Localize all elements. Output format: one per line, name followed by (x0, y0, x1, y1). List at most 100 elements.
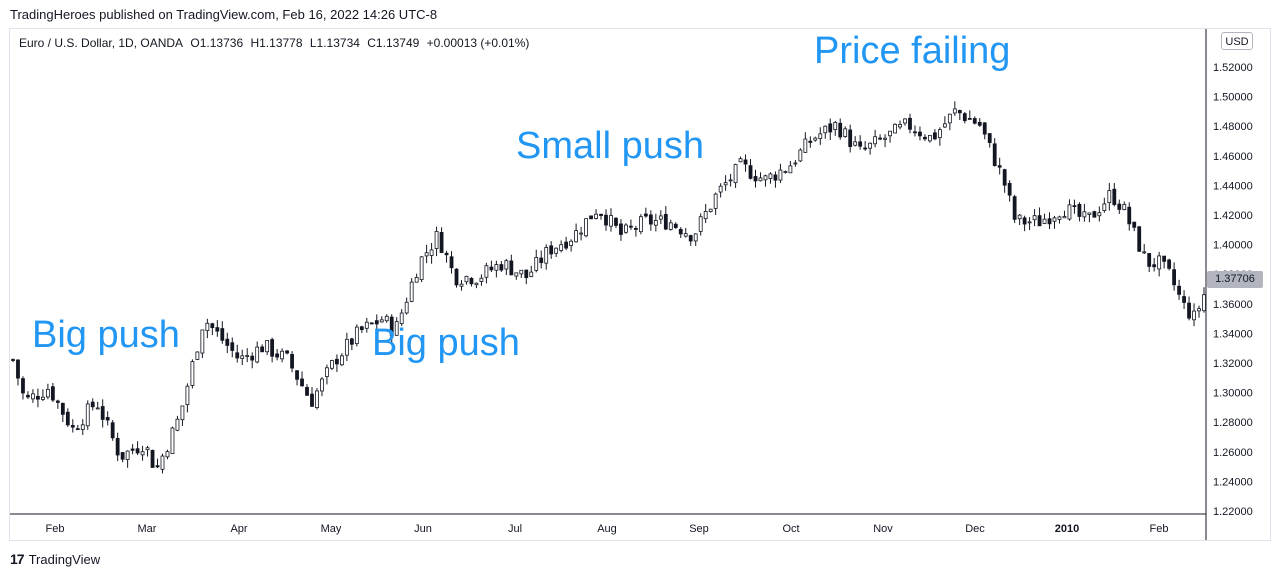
candle-body (638, 216, 643, 233)
price-change: +0.00013 (+0.01%) (426, 36, 530, 50)
candle-body (444, 252, 449, 256)
candle-body (982, 122, 987, 135)
candle-body (539, 257, 544, 264)
candle-body (972, 118, 977, 124)
candle-body (105, 417, 110, 421)
candle-body (913, 131, 917, 134)
candle-body (893, 123, 897, 134)
candle-body (100, 406, 105, 420)
time-tick-label: May (321, 523, 342, 535)
candle-body (125, 450, 130, 460)
candle-body (668, 222, 673, 230)
candle-body (833, 122, 838, 130)
candle-body (658, 215, 663, 220)
candle-body (888, 130, 892, 137)
candle-body (987, 133, 992, 143)
candle-body (823, 125, 828, 134)
price-tick-label: 1.40000 (1213, 240, 1253, 252)
candle-body (439, 232, 444, 253)
candle-body (330, 360, 334, 369)
candle-body (1022, 217, 1027, 225)
footer-branding[interactable]: 17 TradingView (10, 551, 100, 567)
candle-body (1002, 169, 1007, 186)
candle-body (95, 407, 100, 410)
price-tick-label: 1.34000 (1213, 328, 1253, 340)
annotation-price-failing: Price failing (814, 30, 1011, 72)
candle-body (942, 123, 947, 128)
candle-body (1117, 203, 1122, 210)
candle-body (629, 225, 633, 228)
time-tick-label: Apr (230, 523, 247, 535)
candle-body (808, 140, 813, 143)
candle-body (1107, 190, 1112, 204)
candle-body (1192, 310, 1196, 321)
candle-body (1092, 211, 1097, 218)
candle-body (977, 121, 982, 126)
candle-body (604, 214, 608, 226)
price-tick-label: 1.36000 (1213, 299, 1253, 311)
candle-body (643, 213, 648, 217)
candle-body (758, 177, 763, 182)
candle-body (624, 224, 628, 233)
candle-body (1157, 255, 1162, 270)
candle-body (728, 179, 733, 182)
candle-body (768, 173, 773, 179)
candle-body (997, 165, 1002, 168)
candle-body (1142, 251, 1147, 254)
candle-body (763, 175, 768, 181)
candle-body (454, 268, 459, 286)
candle-body (1037, 215, 1042, 227)
annotation-big-push-2: Big push (372, 322, 520, 364)
ohlc-low: L1.13734 (309, 36, 360, 50)
candle-body (240, 355, 245, 359)
candle-body (733, 164, 738, 184)
candle-body (369, 322, 374, 325)
price-tick-label: 1.44000 (1213, 180, 1253, 192)
candle-body (509, 260, 514, 276)
symbol-name: Euro / U.S. Dollar, 1D, OANDA (19, 36, 184, 50)
candle-body (708, 208, 713, 212)
candle-body (280, 350, 284, 360)
candle-body (1177, 285, 1181, 295)
tradingview-logo-icon: 17 (10, 551, 25, 567)
candle-body (883, 137, 887, 140)
candle-body (90, 401, 95, 408)
annotation-big-push-1: Big push (32, 314, 180, 356)
currency-button[interactable]: USD (1221, 32, 1253, 50)
candle-body (459, 283, 464, 287)
symbol-legend[interactable]: Euro / U.S. Dollar, 1D, OANDA O1.13736 H… (19, 36, 533, 50)
candle-body (1172, 269, 1177, 286)
candle-body (11, 359, 15, 361)
price-tick-label: 1.48000 (1213, 121, 1253, 133)
candle-body (574, 230, 579, 243)
candle-body (519, 269, 524, 275)
candle-body (853, 141, 858, 146)
time-tick-label: Feb (1150, 523, 1169, 535)
candle-body (718, 185, 723, 193)
candle-body (165, 451, 170, 458)
candle-body (1007, 183, 1012, 196)
candle-body (967, 118, 972, 120)
candle-body (1077, 203, 1082, 217)
candle-body (778, 169, 783, 181)
candle-body (673, 223, 678, 228)
candle-body (215, 327, 220, 332)
candle-body (130, 448, 135, 451)
time-axis[interactable]: Feb Mar Apr May Jun Jul Aug Sep Oct Nov Dec 2010 Feb (46, 523, 1169, 535)
candle-body (55, 400, 60, 403)
candle-body (60, 402, 65, 415)
candle-body (713, 193, 718, 209)
candle-body (723, 182, 728, 186)
candle-body (863, 147, 868, 150)
candle-body (36, 395, 40, 400)
candle-body (544, 247, 549, 264)
candle-body (354, 326, 359, 345)
candle-body (484, 265, 489, 278)
candle-body (16, 359, 20, 379)
candle-body (275, 353, 280, 358)
candle-body (389, 316, 394, 337)
candle-body (50, 386, 55, 401)
candle-body (947, 113, 952, 124)
candle-body (663, 213, 668, 230)
